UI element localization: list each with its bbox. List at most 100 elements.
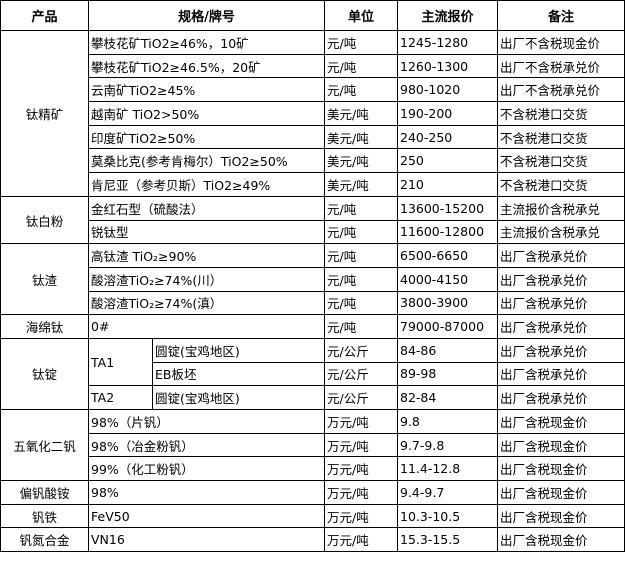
price-cell: 15.3-15.5 bbox=[397, 527, 498, 553]
note-cell: 出厂含税现金价 bbox=[497, 456, 625, 482]
table-row: 攀枝花矿TiO2≥46.5%，20矿 元/吨 1260-1300 出厂不含税承兑价 bbox=[1, 53, 625, 79]
spec-cell: 98%（冶金粉钒） bbox=[88, 432, 325, 458]
table-row: 越南矿 TiO2>50% 美元/吨 190-200 不含税港口交货 bbox=[1, 101, 625, 126]
table-row: 偏钒酸铵 98% 万元/吨 9.4-9.7 出厂含税现金价 bbox=[0, 480, 625, 505]
note-cell: 出厂含税现金价 bbox=[497, 503, 625, 529]
unit-cell: 元/吨 bbox=[324, 30, 398, 55]
price-cell: 1260-1300 bbox=[397, 53, 498, 79]
unit-cell: 元/吨 bbox=[324, 266, 398, 292]
note-cell: 出厂含税承兑价 bbox=[497, 290, 625, 316]
spec-cell: 高钛渣 TiO₂≥90% bbox=[88, 243, 325, 268]
price-cell: 1245-1280 bbox=[397, 30, 498, 55]
spec-cell: 99%（化工粉钒） bbox=[88, 456, 325, 482]
unit-cell: 元/公斤 bbox=[324, 361, 398, 387]
table-row: 肯尼亚（参考贝斯）TiO2≥49% 美元/吨 210 不含税港口交货 bbox=[1, 172, 625, 197]
price-cell: 82-84 bbox=[397, 385, 498, 410]
price-cell: 11600-12800 bbox=[397, 219, 498, 245]
price-table: 产品 规格/牌号 单位 主流报价 备注 钛精矿 攀枝花矿TiO2≥46%，10矿元… bbox=[0, 0, 625, 553]
table-row: 莫桑比克(参考肯梅尔）TiO2≥50% 美元/吨 250 不含税港口交货 bbox=[1, 148, 625, 174]
spec-cell: 金红石型（硫酸法） bbox=[88, 195, 325, 221]
price-cell: 9.8 bbox=[397, 409, 498, 434]
unit-cell: 元/公斤 bbox=[324, 385, 398, 410]
unit-cell: 万元/吨 bbox=[324, 480, 398, 505]
note-cell: 不含税港口交货 bbox=[497, 101, 625, 126]
header-product: 产品 bbox=[0, 0, 89, 31]
note-cell: 主流报价含税承兑 bbox=[497, 219, 625, 245]
product-cell: 钒氮合金 bbox=[0, 527, 89, 553]
table-row: 钛精矿 攀枝花矿TiO2≥46%，10矿 元/吨 1245-1280 出厂不含税现金价 bbox=[0, 30, 625, 197]
note-cell: 不含税港口交货 bbox=[497, 148, 625, 174]
price-cell: 84-86 bbox=[397, 337, 498, 363]
note-cell: 出厂不含税承兑价 bbox=[497, 77, 625, 103]
product-cell: 钛精矿 bbox=[0, 30, 89, 197]
unit-cell: 元/吨 bbox=[324, 77, 398, 103]
note-cell: 主流报价含税承兑 bbox=[497, 195, 625, 221]
note-cell: 出厂含税现金价 bbox=[497, 480, 625, 505]
spec-cell: 98%（片钒） bbox=[88, 409, 325, 434]
header-note: 备注 bbox=[497, 0, 625, 31]
table-row: 五氧化二钒 98%（片钒） 万元/吨 9.8 出厂含税现金价 bbox=[0, 408, 625, 482]
price-cell: 13600-15200 bbox=[397, 195, 498, 221]
unit-cell: 万元/吨 bbox=[324, 503, 398, 529]
spec-cell: 越南矿 TiO2>50% bbox=[88, 101, 325, 126]
form-cell: 圆锭(宝鸡地区) bbox=[152, 337, 325, 363]
note-cell: 出厂不含税现金价 bbox=[497, 30, 625, 55]
note-cell: 不含税港口交货 bbox=[497, 124, 625, 150]
table-row: EB板坯 元/公斤 89-98 出厂含税承兑价 bbox=[1, 361, 625, 387]
table-row: 云南矿TiO2≥45% 元/吨 980-1020 出厂不含税承兑价 bbox=[1, 77, 625, 103]
spec-cell: FeV50 bbox=[88, 503, 325, 529]
table-row: 钛锭 TA1 圆锭(宝鸡地区) 元/公斤 84-86 出厂含税承兑价 bbox=[0, 337, 625, 411]
unit-cell: 万元/吨 bbox=[324, 409, 398, 434]
price-cell: 240-250 bbox=[397, 124, 498, 150]
product-cell: 钒铁 bbox=[0, 503, 89, 529]
grade-cell: TA2 bbox=[88, 385, 153, 410]
product-cell: 钛渣 bbox=[0, 243, 89, 316]
note-cell: 出厂含税现金价 bbox=[497, 432, 625, 458]
table-row: 98%（冶金粉钒） 万元/吨 9.7-9.8 出厂含税现金价 bbox=[1, 432, 625, 458]
price-cell: 4000-4150 bbox=[397, 266, 498, 292]
note-cell: 出厂含税现金价 bbox=[497, 409, 625, 434]
unit-cell: 万元/吨 bbox=[324, 456, 398, 482]
price-cell: 190-200 bbox=[397, 101, 498, 126]
unit-cell: 美元/吨 bbox=[324, 101, 398, 126]
spec-cell: 印度矿TiO2≥50% bbox=[88, 124, 325, 150]
price-cell: 3800-3900 bbox=[397, 290, 498, 316]
form-cell: 圆锭(宝鸡地区) bbox=[152, 385, 325, 410]
note-cell: 出厂含税承兑价 bbox=[497, 361, 625, 387]
unit-cell: 万元/吨 bbox=[324, 527, 398, 553]
note-cell: 出厂含税承兑价 bbox=[497, 243, 625, 268]
table-row: 钛渣 高钛渣 TiO₂≥90% 元/吨 6500-6650 出厂含税承兑价 bbox=[0, 243, 625, 316]
grade-cell: TA1 bbox=[88, 337, 153, 387]
table-row: 印度矿TiO2≥50% 美元/吨 240-250 不含税港口交货 bbox=[1, 124, 625, 150]
product-cell: 偏钒酸铵 bbox=[0, 480, 89, 505]
price-cell: 6500-6650 bbox=[397, 243, 498, 268]
spec-cell: 98% bbox=[88, 480, 325, 505]
table-row: 海绵钛 0# 元/吨 79000-87000 出厂含税承兑价 bbox=[0, 314, 625, 339]
note-cell: 出厂含税现金价 bbox=[497, 527, 625, 553]
note-cell: 出厂含税承兑价 bbox=[497, 266, 625, 292]
unit-cell: 美元/吨 bbox=[324, 172, 398, 197]
price-cell: 250 bbox=[397, 148, 498, 174]
header-unit: 单位 bbox=[324, 0, 398, 31]
spec-cell: 莫桑比克(参考肯梅尔）TiO2≥50% bbox=[88, 148, 325, 174]
table-row: TA2 圆锭(宝鸡地区) 元/公斤 82-84 出厂含税承兑价 bbox=[1, 385, 625, 410]
spec-cell: 云南矿TiO2≥45% bbox=[88, 77, 325, 103]
price-cell: 9.4-9.7 bbox=[397, 480, 498, 505]
note-cell: 出厂含税承兑价 bbox=[497, 337, 625, 363]
table-row: 钒铁 FeV50 万元/吨 10.3-10.5 出厂含税现金价 bbox=[0, 503, 625, 529]
spec-cell: 酸溶渣TiO₂≥74%(川） bbox=[88, 266, 325, 292]
unit-cell: 元/公斤 bbox=[324, 337, 398, 363]
unit-cell: 美元/吨 bbox=[324, 148, 398, 174]
unit-cell: 元/吨 bbox=[324, 243, 398, 268]
unit-cell: 元/吨 bbox=[324, 53, 398, 79]
table-row: 锐钛型 元/吨 11600-12800 主流报价含税承兑 bbox=[1, 219, 625, 245]
spec-cell: 锐钛型 bbox=[88, 219, 325, 245]
spec-cell: 攀枝花矿TiO2≥46%，10矿 bbox=[88, 30, 325, 55]
product-cell: 海绵钛 bbox=[0, 314, 89, 339]
header-spec: 规格/牌号 bbox=[88, 0, 325, 31]
price-cell: 79000-87000 bbox=[397, 314, 498, 339]
price-cell: 10.3-10.5 bbox=[397, 503, 498, 529]
table-row: 酸溶渣TiO₂≥74%(川） 元/吨 4000-4150 出厂含税承兑价 bbox=[1, 266, 625, 292]
unit-cell: 万元/吨 bbox=[324, 432, 398, 458]
table-body: 钛精矿 攀枝花矿TiO2≥46%，10矿 元/吨 1245-1280 出厂不含税现金价攀… bbox=[0, 30, 625, 553]
